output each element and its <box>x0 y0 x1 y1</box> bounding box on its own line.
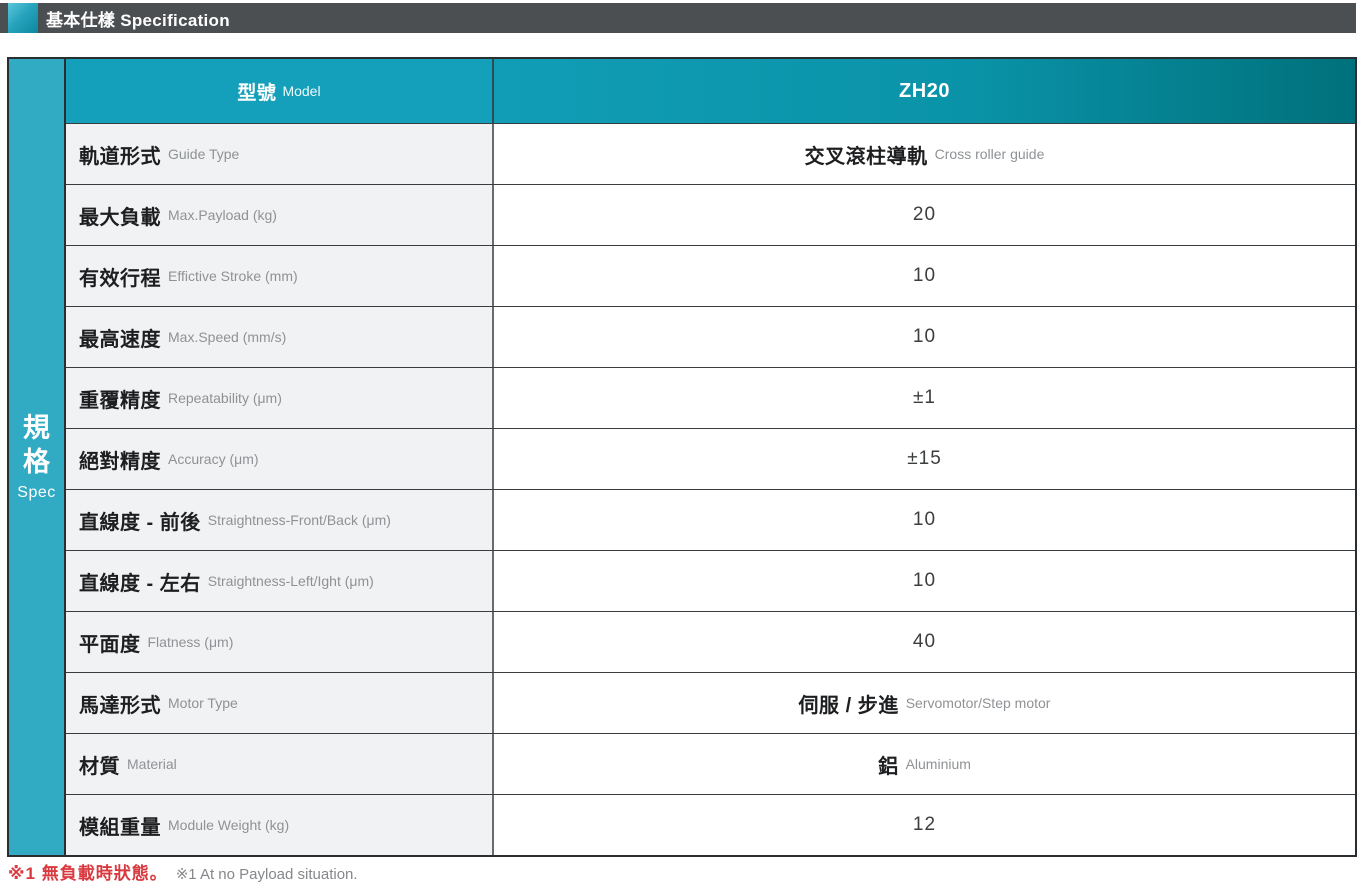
specification-table: 規 格 Spec 型號 Model ZH20 軌道形式 Guide Type 交… <box>7 57 1357 857</box>
spec-label-zh: 重覆精度 <box>79 389 161 412</box>
spec-value-cell: 20 <box>494 185 1355 245</box>
spec-value-main: 伺服 / 步進 <box>798 694 899 717</box>
spec-label-cell: 模組重量 Module Weight (kg) <box>66 795 494 855</box>
spec-value-cell: ±1 <box>494 368 1355 428</box>
table-row: 絕對精度 Accuracy (μm) ±15 <box>66 428 1355 489</box>
footnote-zh: ※1 無負載時狀態。 <box>8 864 168 883</box>
spec-label-zh: 直線度 - 前後 <box>79 511 201 534</box>
spec-label-cell: 最大負載 Max.Payload (kg) <box>66 185 494 245</box>
side-label-char2: 格 <box>23 447 50 477</box>
spec-label-cell: 平面度 Flatness (μm) <box>66 612 494 672</box>
spec-value-main: 10 <box>912 326 937 347</box>
spec-label-zh: 有效行程 <box>79 267 161 290</box>
spec-label-en: Repeatability (μm) <box>168 390 282 406</box>
spec-label-cell: 絕對精度 Accuracy (μm) <box>66 429 494 489</box>
table-row: 材質 Material 鋁 Aluminium <box>66 733 1355 794</box>
spec-label-en: Motor Type <box>168 695 238 711</box>
spec-label-en: Guide Type <box>168 146 240 162</box>
table-row: 最高速度 Max.Speed (mm/s) 10 <box>66 306 1355 367</box>
table-row: 馬達形式 Motor Type 伺服 / 步進 Servomotor/Step … <box>66 672 1355 733</box>
spec-label-en: Accuracy (μm) <box>168 451 259 467</box>
spec-label-zh: 直線度 - 左右 <box>79 572 201 595</box>
spec-label-cell: 最高速度 Max.Speed (mm/s) <box>66 307 494 367</box>
spec-label-zh: 馬達形式 <box>79 694 161 717</box>
spec-value-main: ±15 <box>907 448 942 469</box>
table-row: 平面度 Flatness (μm) 40 <box>66 611 1355 672</box>
spec-label-en: Flatness (μm) <box>147 634 234 650</box>
spec-label-zh: 平面度 <box>79 633 141 656</box>
spec-value-cell: 10 <box>494 551 1355 611</box>
spec-value-sub: Cross roller guide <box>934 146 1045 162</box>
spec-value-main: 10 <box>912 570 937 591</box>
spec-value-main: 10 <box>912 265 937 286</box>
table-header-row: 型號 Model ZH20 <box>66 59 1355 123</box>
spec-label-en: Straightness-Left/Ight (μm) <box>207 573 374 589</box>
model-header-cell: 型號 Model <box>66 59 494 123</box>
table-row: 軌道形式 Guide Type 交叉滾柱導軌 Cross roller guid… <box>66 123 1355 184</box>
table-row: 直線度 - 前後 Straightness-Front/Back (μm) 10 <box>66 489 1355 550</box>
spec-side-tab: 規 格 Spec <box>9 59 66 855</box>
spec-value-cell: 交叉滾柱導軌 Cross roller guide <box>494 124 1355 184</box>
spec-label-cell: 軌道形式 Guide Type <box>66 124 494 184</box>
spec-value-cell: 鋁 Aluminium <box>494 734 1355 794</box>
spec-value-cell: ±15 <box>494 429 1355 489</box>
spec-value-cell: 10 <box>494 246 1355 306</box>
spec-label-zh: 絕對精度 <box>79 450 161 473</box>
spec-label-en: Max.Speed (mm/s) <box>168 329 287 345</box>
spec-label-en: Module Weight (kg) <box>168 817 290 833</box>
spec-label-zh: 軌道形式 <box>79 145 161 168</box>
spec-value-cell: 40 <box>494 612 1355 672</box>
spec-label-cell: 直線度 - 前後 Straightness-Front/Back (μm) <box>66 490 494 550</box>
spec-label-cell: 直線度 - 左右 Straightness-Left/Ight (μm) <box>66 551 494 611</box>
table-row: 重覆精度 Repeatability (μm) ±1 <box>66 367 1355 428</box>
spec-value-main: ±1 <box>913 387 936 408</box>
model-header-label-en: Model <box>282 83 321 99</box>
spec-label-en: Material <box>127 756 177 772</box>
section-title: 基本仕樣 Specification <box>46 10 230 30</box>
spec-value-cell: 伺服 / 步進 Servomotor/Step motor <box>494 673 1355 733</box>
teal-accent-square <box>8 3 38 33</box>
spec-value-main: 交叉滾柱導軌 <box>804 145 928 168</box>
spec-label-zh: 材質 <box>79 755 120 778</box>
side-label-sub: Spec <box>17 483 56 501</box>
spec-value-main: 12 <box>912 814 937 835</box>
spec-value-main: 10 <box>912 509 937 530</box>
spec-label-en: Effictive Stroke (mm) <box>168 268 298 284</box>
spec-value-sub: Servomotor/Step motor <box>905 695 1051 711</box>
table-row: 有效行程 Effictive Stroke (mm) 10 <box>66 245 1355 306</box>
spec-value-cell: 10 <box>494 307 1355 367</box>
spec-value-main: 40 <box>912 631 937 652</box>
section-header-bar: 基本仕樣 Specification <box>0 3 1356 33</box>
spec-label-en: Straightness-Front/Back (μm) <box>207 512 391 528</box>
spec-label-cell: 馬達形式 Motor Type <box>66 673 494 733</box>
table-grid: 型號 Model ZH20 軌道形式 Guide Type 交叉滾柱導軌 Cro… <box>66 59 1355 855</box>
spec-label-cell: 有效行程 Effictive Stroke (mm) <box>66 246 494 306</box>
model-name-cell: ZH20 <box>494 59 1355 123</box>
model-header-label-zh: 型號 <box>237 82 277 104</box>
table-row: 直線度 - 左右 Straightness-Left/Ight (μm) 10 <box>66 550 1355 611</box>
table-row: 最大負載 Max.Payload (kg) 20 <box>66 184 1355 245</box>
spec-label-cell: 材質 Material <box>66 734 494 794</box>
model-name: ZH20 <box>899 79 950 102</box>
spec-value-cell: 10 <box>494 490 1355 550</box>
spec-value-main: 20 <box>912 204 937 225</box>
spec-label-zh: 最高速度 <box>79 328 161 351</box>
spec-value-sub: Aluminium <box>905 756 971 772</box>
spec-label-cell: 重覆精度 Repeatability (μm) <box>66 368 494 428</box>
spec-value-cell: 12 <box>494 795 1355 855</box>
footnote-en: ※1 At no Payload situation. <box>175 866 358 883</box>
footnote: ※1 無負載時狀態。 ※1 At no Payload situation. <box>8 859 358 884</box>
spec-label-zh: 最大負載 <box>79 206 161 229</box>
spec-label-zh: 模組重量 <box>79 816 161 839</box>
spec-value-main: 鋁 <box>878 755 899 778</box>
side-label-char1: 規 <box>23 413 50 444</box>
table-row: 模組重量 Module Weight (kg) 12 <box>66 794 1355 855</box>
spec-label-en: Max.Payload (kg) <box>168 207 277 223</box>
